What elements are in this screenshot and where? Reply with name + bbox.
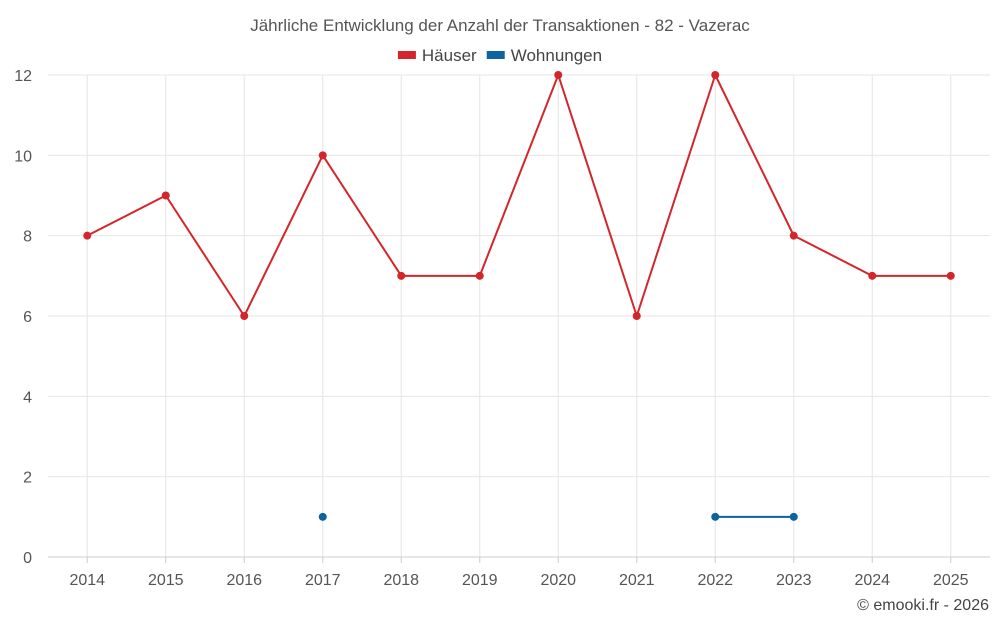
legend-label: Häuser xyxy=(422,46,477,65)
x-tick-label: 2021 xyxy=(619,572,655,589)
data-point xyxy=(789,231,798,240)
data-point xyxy=(946,271,955,280)
y-tick-label: 6 xyxy=(23,309,32,326)
x-tick-label: 2022 xyxy=(697,572,733,589)
axes: 0 2 4 6 8 10 12 2014 2015 2016 2017 2018 2019 2020 202… xyxy=(14,68,990,589)
series-line xyxy=(86,74,951,317)
data-point xyxy=(318,512,327,521)
data-point xyxy=(240,312,249,320)
y-tick-label: 12 xyxy=(14,68,32,85)
x-tick-label: 2020 xyxy=(540,572,576,589)
data-point xyxy=(711,71,720,79)
legend-item[interactable]: Häuser xyxy=(397,46,477,65)
x-tick-label: 2023 xyxy=(776,572,812,589)
data-point xyxy=(161,191,170,200)
data-point xyxy=(397,271,406,280)
series-wohnungen xyxy=(318,512,798,521)
x-tick-label: 2015 xyxy=(148,572,184,589)
data-point xyxy=(318,151,327,160)
grid xyxy=(48,74,990,557)
data-point xyxy=(632,312,641,320)
credit-text: © emooki.fr - 2026 xyxy=(857,597,989,614)
x-tick-label: 2025 xyxy=(933,572,969,589)
data-point xyxy=(789,512,798,521)
legend-label: Wohnungen xyxy=(511,46,602,65)
legend-item[interactable]: Wohnungen xyxy=(486,46,602,65)
legend-swatch xyxy=(397,51,416,59)
data-point xyxy=(711,512,720,521)
y-tick-label: 4 xyxy=(23,389,32,406)
series-haeuser xyxy=(83,71,955,320)
y-tick-label: 8 xyxy=(23,229,32,246)
legend: Häuser Wohnungen xyxy=(397,46,602,65)
y-tick-label: 2 xyxy=(23,470,32,487)
y-tick-label: 10 xyxy=(14,148,32,165)
data-point xyxy=(83,231,92,240)
x-tick-label: 2016 xyxy=(226,572,262,589)
series-layer xyxy=(83,71,955,521)
y-tick-label: 0 xyxy=(23,550,32,567)
x-tick-label: 2014 xyxy=(69,572,105,589)
data-point xyxy=(475,271,484,280)
data-point xyxy=(554,71,563,79)
x-tick-label: 2024 xyxy=(854,572,890,589)
legend-swatch xyxy=(486,51,505,59)
x-tick-label: 2018 xyxy=(383,572,419,589)
x-tick-label: 2019 xyxy=(462,572,498,589)
data-point xyxy=(868,271,877,280)
x-tick-label: 2017 xyxy=(305,572,341,589)
chart-title: Jährliche Entwicklung der Anzahl der Tra… xyxy=(250,16,750,35)
